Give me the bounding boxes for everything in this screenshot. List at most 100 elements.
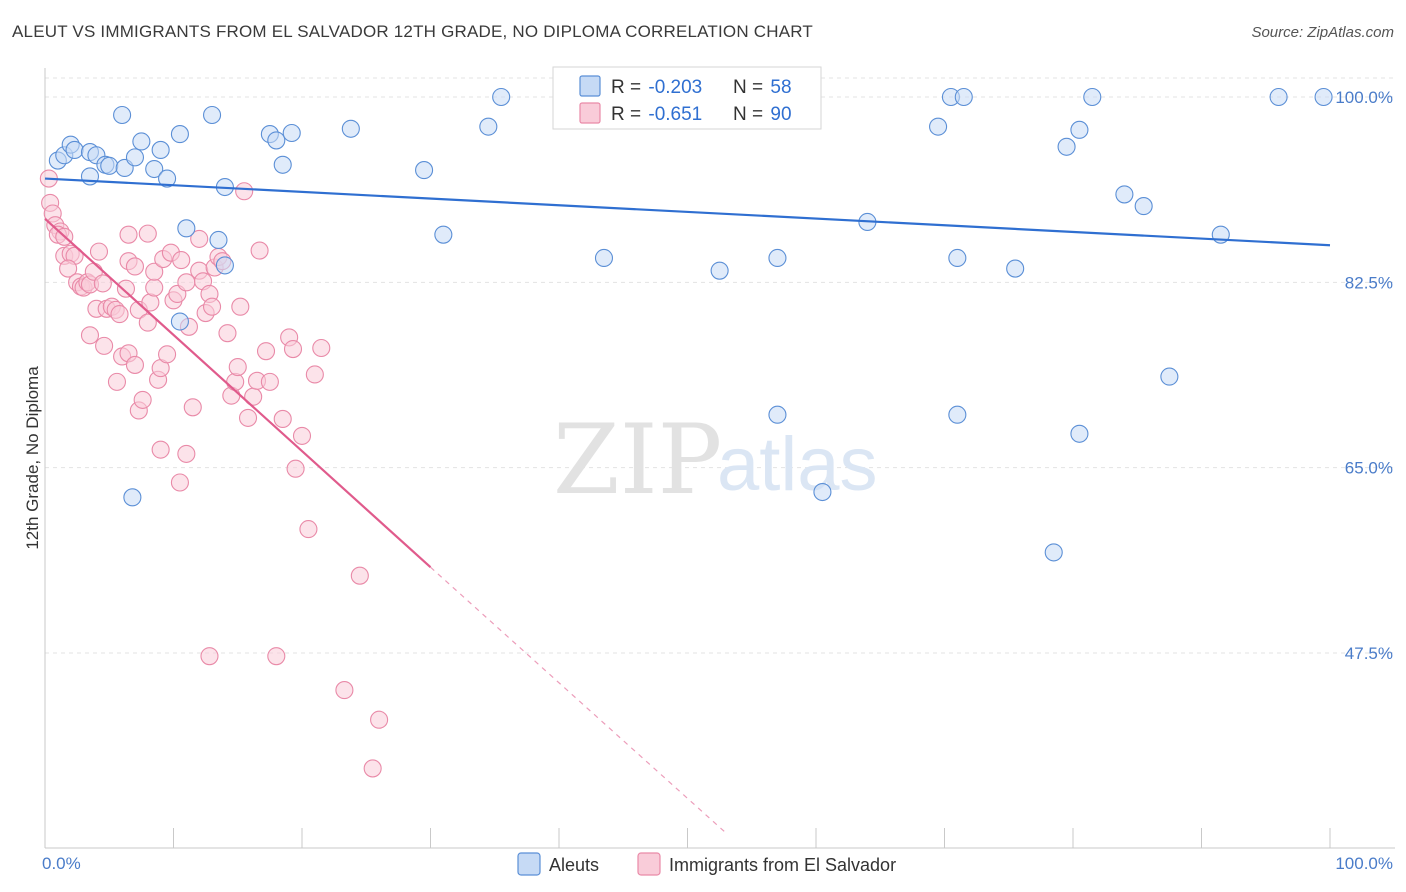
legend-r-label-0: R = (611, 77, 646, 98)
bottom-legend: Aleuts Immigrants from El Salvador (517, 852, 896, 876)
y-tick-label-1: 82.5% (1345, 273, 1393, 292)
point-blue-23 (267, 131, 286, 150)
point-blue-25 (282, 123, 301, 143)
point-blue-21 (215, 256, 234, 275)
y-axis-label: 12th Grade, No Diploma (23, 366, 42, 550)
point-blue-57 (170, 312, 189, 331)
point-blue-30 (492, 87, 511, 107)
watermark-zip: ZIP (553, 404, 722, 516)
point-pink-23 (110, 305, 129, 324)
legend-box: R = -0.203 N = 58 R = -0.651 N = 90 (552, 66, 822, 130)
point-blue-55 (1314, 87, 1333, 107)
chart-title: ALEUT VS IMMIGRANTS FROM EL SALVADOR 12T… (12, 22, 814, 41)
legend-n-label-1: N = (733, 104, 768, 125)
svg-text:N = 58: N = 58 (733, 77, 792, 98)
svg-text:N = 90: N = 90 (733, 104, 792, 125)
point-blue-27 (415, 161, 434, 180)
legend-swatch-el-salvador (579, 102, 601, 124)
point-blue-50 (1115, 185, 1134, 204)
trend-line-blue (44, 177, 1331, 247)
point-pink-34 (125, 257, 144, 276)
point-pink-38 (145, 278, 164, 297)
point-pink-71 (256, 342, 276, 361)
point-blue-10 (113, 105, 132, 125)
point-pink-79 (305, 365, 324, 384)
point-blue-49 (1083, 87, 1102, 107)
trend-line-pink (44, 217, 432, 569)
point-pink-83 (151, 440, 170, 459)
watermark: ZIP atlas (553, 404, 878, 516)
point-blue-13 (145, 159, 164, 179)
point-pink-89 (370, 710, 389, 729)
watermark-atlas: atlas (717, 422, 878, 507)
y-tick-label-0: 100.0% (1335, 88, 1393, 107)
bottom-legend-swatch-el-salvador (637, 852, 661, 876)
point-blue-48 (1070, 424, 1089, 443)
y-tick-label-3: 47.5% (1345, 644, 1393, 663)
bottom-legend-swatch-aleuts (517, 852, 541, 876)
point-blue-44 (1006, 259, 1025, 278)
point-blue-20 (209, 230, 228, 250)
point-blue-28 (434, 225, 453, 244)
point-pink-67 (238, 408, 258, 427)
point-pink-66 (235, 182, 254, 201)
point-pink-54 (190, 229, 209, 248)
point-pink-18 (93, 274, 112, 293)
legend-r-label-1: R = (611, 104, 646, 125)
point-pink-86 (267, 647, 286, 666)
point-blue-51 (1134, 197, 1153, 216)
point-blue-8 (100, 156, 119, 175)
y-tick-labels: 100.0% 82.5% 65.0% 47.5% (1335, 88, 1393, 663)
point-pink-36 (138, 313, 157, 332)
point-blue-16 (170, 125, 189, 144)
bottom-legend-label-aleuts: Aleuts (549, 855, 599, 875)
y-tick-label-2: 65.0% (1345, 459, 1393, 478)
point-pink-75 (283, 340, 303, 359)
svg-text:R = -0.651: R = -0.651 (611, 104, 702, 125)
point-pink-25 (95, 336, 114, 355)
point-pink-32 (116, 279, 136, 298)
chart-source: Source: ZipAtlas.com (1251, 24, 1394, 41)
point-pink-78 (299, 520, 318, 539)
point-blue-29 (479, 117, 498, 136)
point-pink-77 (292, 426, 312, 445)
point-blue-56 (123, 488, 142, 507)
point-pink-64 (228, 358, 247, 377)
point-pink-63 (226, 372, 245, 391)
point-blue-11 (125, 148, 144, 167)
point-pink-85 (200, 647, 219, 666)
point-pink-87 (335, 681, 354, 700)
gridlines (45, 77, 1395, 654)
legend-r-value-1: -0.651 (648, 104, 702, 125)
point-pink-84 (170, 473, 189, 492)
point-pink-76 (286, 459, 305, 478)
point-blue-31 (594, 248, 614, 268)
point-blue-35 (768, 248, 787, 268)
point-pink-42 (158, 345, 177, 364)
point-blue-14 (151, 140, 170, 160)
x-tick-labels: 0.0% 100.0% (42, 854, 1393, 873)
x-tick-label-0: 0.0% (42, 854, 81, 873)
point-pink-17 (89, 242, 109, 261)
point-blue-5 (80, 167, 100, 186)
point-pink-24 (80, 326, 100, 345)
point-blue-45 (1044, 543, 1063, 562)
point-pink-26 (107, 372, 127, 391)
point-blue-54 (1269, 87, 1288, 107)
point-pink-61 (218, 324, 237, 343)
point-blue-26 (341, 119, 360, 138)
legend-r-value-0: -0.203 (648, 77, 702, 98)
bottom-legend-label-el-salvador: Immigrants from El Salvador (669, 855, 896, 875)
point-pink-80 (312, 338, 331, 358)
point-blue-42 (948, 248, 967, 268)
point-blue-47 (1070, 120, 1089, 139)
point-blue-41 (954, 87, 973, 107)
point-pink-31 (133, 390, 152, 409)
x-tick-label-1: 100.0% (1335, 854, 1393, 873)
point-blue-12 (132, 132, 151, 151)
point-pink-90 (363, 759, 382, 778)
legend-swatch-aleuts (579, 75, 601, 97)
point-blue-39 (929, 117, 948, 136)
point-pink-82 (119, 225, 138, 244)
